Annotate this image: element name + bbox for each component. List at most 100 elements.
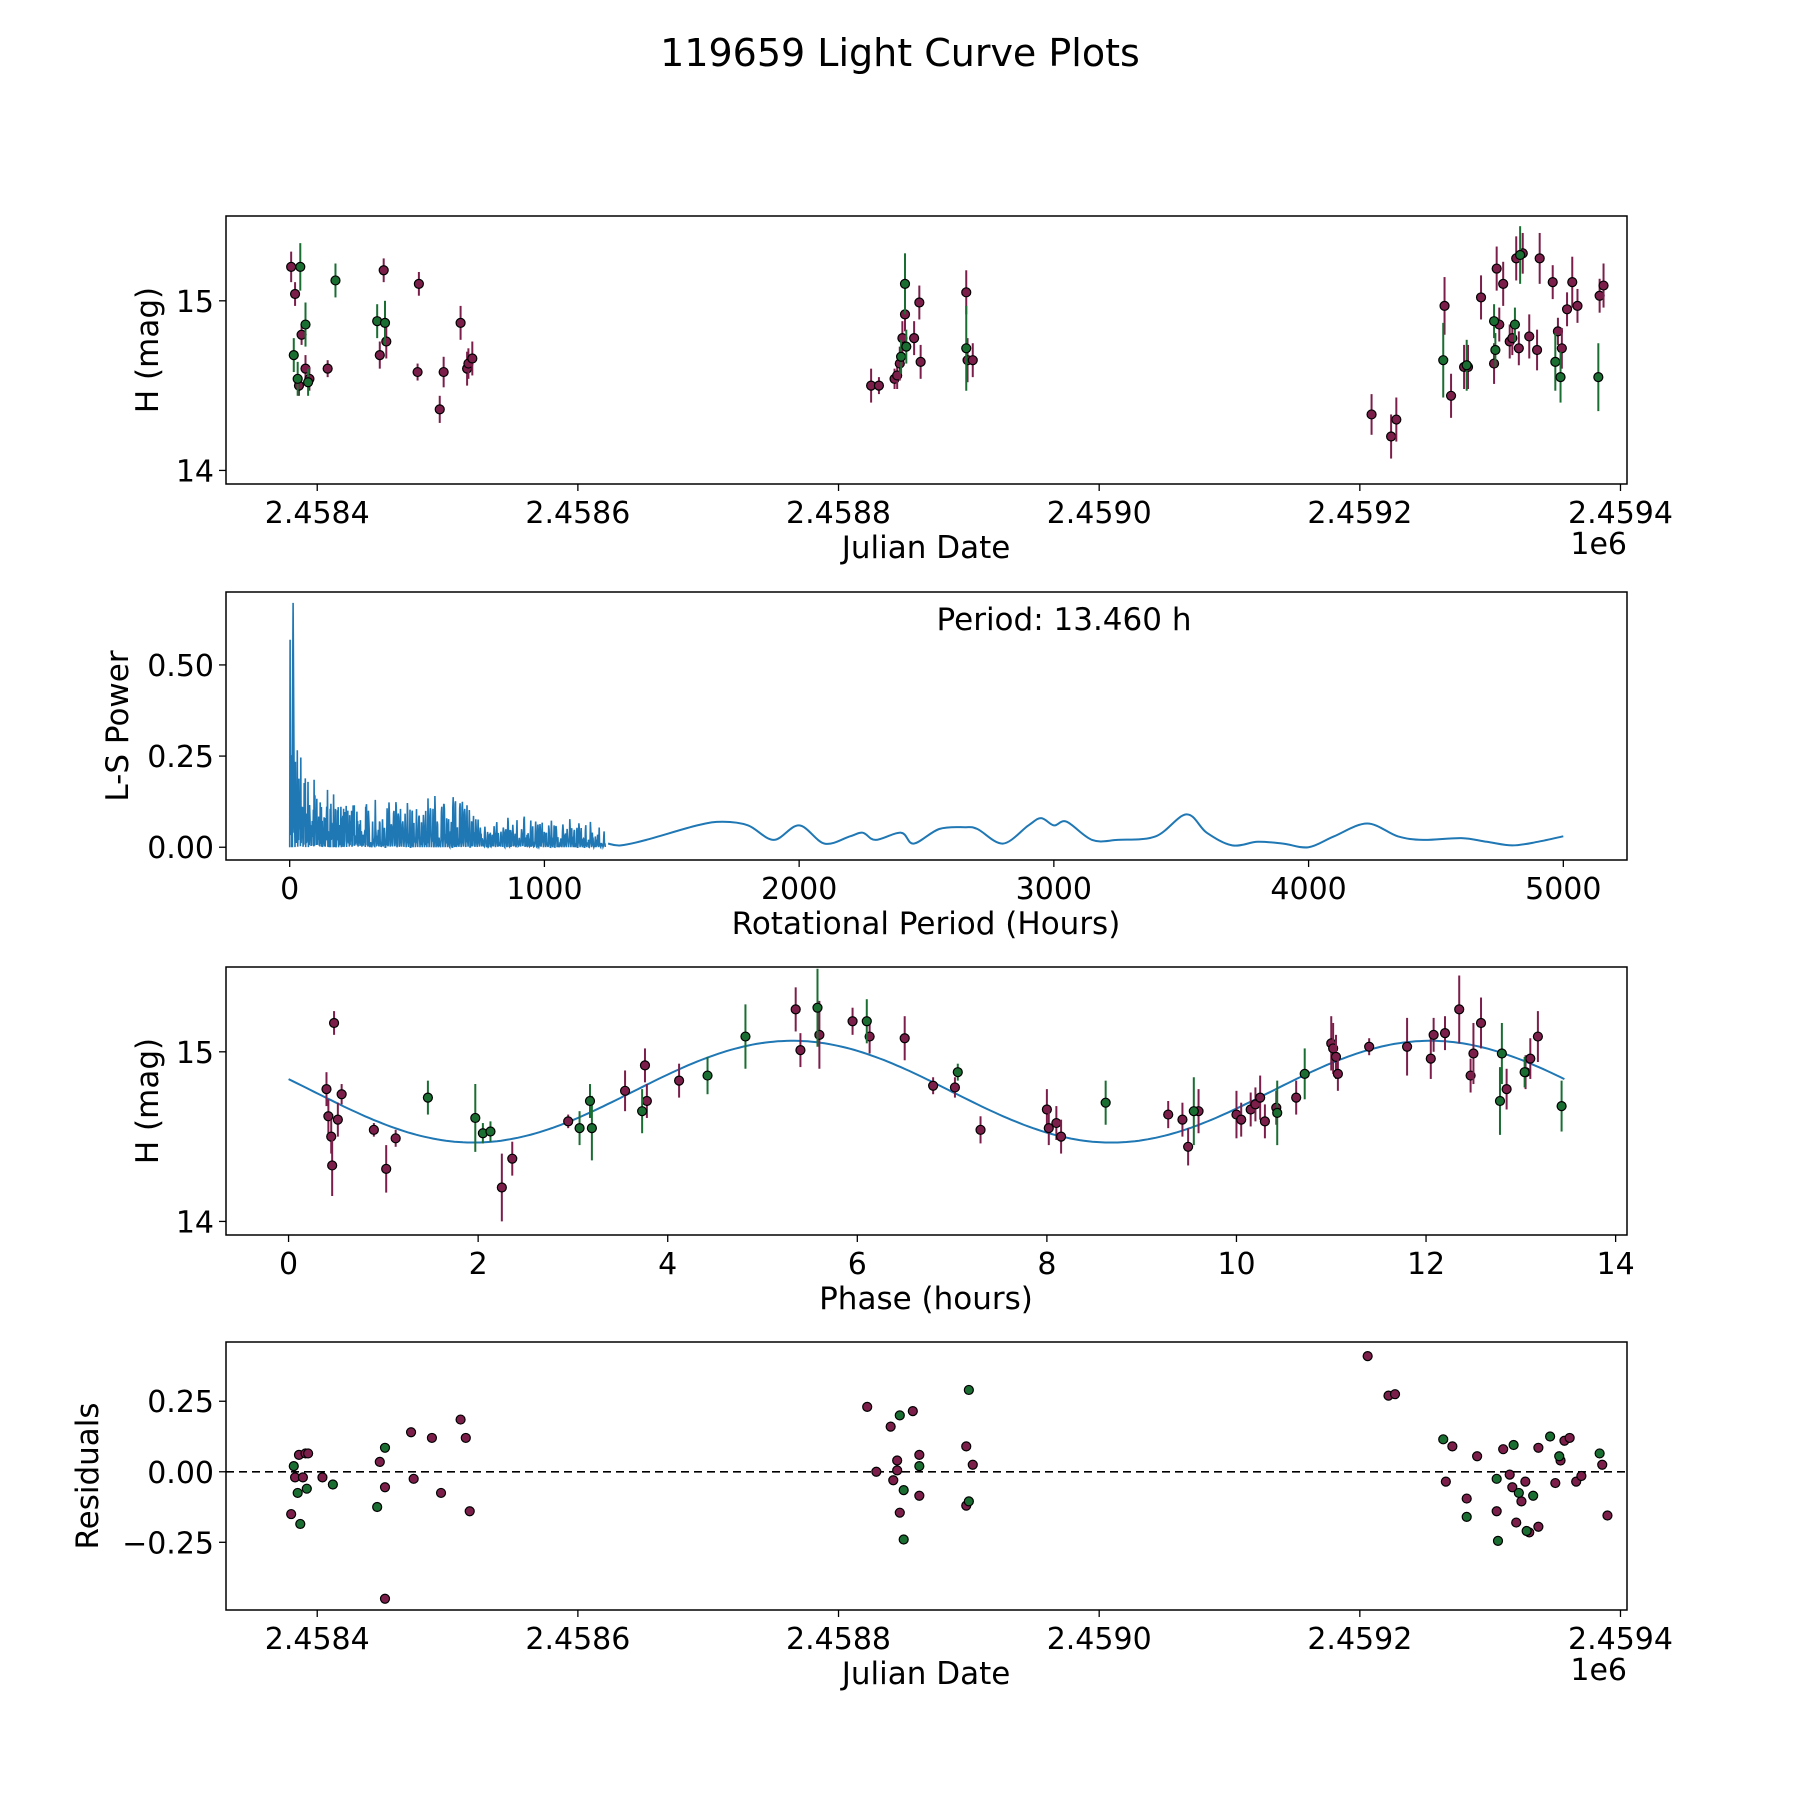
residuals-xtick-label: 2.4586	[525, 1622, 630, 1657]
periodogram-xlabel: Rotational Period (Hours)	[732, 906, 1121, 942]
phase-xtick-label: 12	[1407, 1247, 1445, 1282]
phase-xtick-label: 4	[658, 1247, 677, 1282]
phase-point-green	[1556, 1100, 1567, 1112]
phase-point-magenta	[323, 1111, 334, 1122]
residuals-point-magenta	[907, 1406, 918, 1417]
lightcurve-point-magenta	[1598, 280, 1609, 291]
lightcurve-point-magenta	[1572, 300, 1583, 311]
panel-periodogram: 0 1000 2000 3000 4000 5000 0.00 0.25 0.50 Period…	[100, 591, 1628, 942]
lightcurve-point-green	[1509, 319, 1521, 330]
phase-point-magenta	[1330, 1051, 1342, 1062]
phase-point-magenta	[639, 1060, 651, 1071]
lightcurve-point-magenta	[1386, 431, 1397, 442]
lightcurve-ytick-label: 15	[176, 285, 214, 320]
phase-point-green	[1494, 1095, 1506, 1107]
residuals-point-green	[898, 1534, 909, 1545]
phase-point-magenta	[1454, 1004, 1465, 1015]
residuals-point-magenta	[894, 1507, 905, 1518]
phase-point-magenta	[1468, 1048, 1479, 1059]
panel-residuals: 2.4584 2.4586 2.4588 2.4590 2.4592 2.4594 −0.2…	[70, 1341, 1673, 1692]
lightcurve-xtick-label: 2.4586	[525, 496, 630, 531]
phase-xtick-label: 14	[1597, 1247, 1635, 1282]
residuals-point-green	[1554, 1451, 1565, 1462]
phase-point-magenta	[1255, 1092, 1266, 1103]
phase-ylabel: H (mag)	[130, 1038, 166, 1164]
lightcurve-point-green	[1461, 360, 1472, 371]
phase-point-magenta	[496, 1182, 507, 1193]
phase-point-magenta	[1236, 1114, 1247, 1125]
residuals-data	[226, 1351, 1627, 1604]
residuals-point-magenta	[885, 1421, 896, 1432]
lightcurve-point-green	[901, 341, 912, 352]
residuals-point-magenta	[1498, 1444, 1509, 1455]
lightcurve-point-magenta	[1534, 253, 1545, 264]
residuals-point-magenta	[1533, 1442, 1544, 1453]
residuals-point-green	[379, 1442, 391, 1453]
lightcurve-point-magenta	[1366, 409, 1377, 420]
residuals-ytick-label: −0.25	[122, 1526, 214, 1561]
periodogram-xtick-label: 4000	[1270, 872, 1346, 907]
lightcurve-point-magenta	[1547, 277, 1558, 288]
residuals-point-magenta	[1507, 1482, 1518, 1493]
phase-point-magenta	[507, 1153, 518, 1164]
lightcurve-point-green	[1593, 372, 1604, 383]
lightcurve-point-green	[379, 317, 391, 328]
residuals-point-magenta	[1597, 1459, 1608, 1470]
residuals-ytick-label: 0.00	[147, 1456, 214, 1491]
phase-point-green	[1496, 1048, 1507, 1059]
residuals-xtick-label: 2.4588	[786, 1622, 891, 1657]
phase-point-green	[1188, 1106, 1199, 1117]
lightcurve-xtick-label: 2.4590	[1047, 496, 1152, 531]
lightcurve-point-green	[895, 351, 907, 362]
lightcurve-point-magenta	[1498, 278, 1509, 289]
phase-point-magenta	[975, 1124, 986, 1135]
residuals-point-magenta	[888, 1475, 899, 1486]
residuals-point-green	[292, 1487, 303, 1499]
phase-point-magenta	[1163, 1109, 1174, 1120]
phase-point-magenta	[1425, 1053, 1436, 1064]
lightcurve-xtick-label: 2.4588	[786, 496, 891, 531]
lightcurve-point-magenta	[467, 353, 478, 364]
residuals-point-green	[1508, 1439, 1519, 1451]
phase-point-magenta	[1291, 1092, 1302, 1103]
lightcurve-point-green	[295, 261, 306, 272]
residuals-point-magenta	[1461, 1493, 1472, 1504]
residuals-xtick-label: 2.4590	[1047, 1622, 1152, 1657]
lightcurve-point-magenta	[413, 278, 424, 289]
lightcurve-point-green	[1488, 316, 1500, 327]
phase-point-magenta	[949, 1082, 961, 1093]
residuals-xtick-label: 2.4594	[1568, 1622, 1673, 1657]
phase-point-green	[1272, 1107, 1283, 1118]
residuals-point-magenta	[961, 1441, 972, 1452]
lightcurve-point-magenta	[1475, 292, 1487, 303]
phase-point-magenta	[847, 1016, 858, 1027]
phase-xtick-label: 8	[1037, 1247, 1056, 1282]
lightcurve-point-magenta	[1488, 358, 1500, 369]
lightcurve-point-magenta	[289, 288, 301, 300]
phase-xtick-label: 6	[848, 1247, 867, 1282]
residuals-point-magenta	[408, 1473, 419, 1484]
residuals-point-magenta	[435, 1487, 447, 1499]
lightcurve-point-magenta	[1524, 331, 1535, 342]
lightcurve-point-magenta	[412, 366, 423, 378]
lightcurve-xtick-label: 2.4592	[1307, 496, 1412, 531]
phase-point-magenta	[1525, 1053, 1536, 1064]
phase-point-magenta	[336, 1089, 347, 1100]
phase-point-green	[1519, 1067, 1530, 1078]
phase-point-green	[586, 1123, 597, 1134]
phase-point-magenta	[795, 1045, 806, 1056]
periodogram-xtick-label: 5000	[1525, 872, 1601, 907]
panel-lightcurve: 2.4584 2.4586 2.4588 2.4590 2.4592 2.4594 14 15…	[130, 215, 1673, 566]
periodogram-smooth-series	[607, 813, 1564, 849]
residuals-point-magenta	[1564, 1432, 1575, 1444]
phase-point-magenta	[1501, 1084, 1512, 1095]
lightcurve-point-magenta	[1445, 390, 1457, 401]
phase-xlabel: Phase (hours)	[819, 1281, 1033, 1317]
phase-point-magenta	[928, 1080, 939, 1091]
residuals-point-magenta	[862, 1401, 873, 1412]
phase-point-magenta	[1428, 1029, 1439, 1040]
phase-ytick-label: 14	[176, 1205, 214, 1240]
phase-point-green	[1299, 1068, 1310, 1079]
residuals-point-magenta	[1602, 1510, 1613, 1521]
residuals-point-magenta	[1516, 1496, 1527, 1507]
